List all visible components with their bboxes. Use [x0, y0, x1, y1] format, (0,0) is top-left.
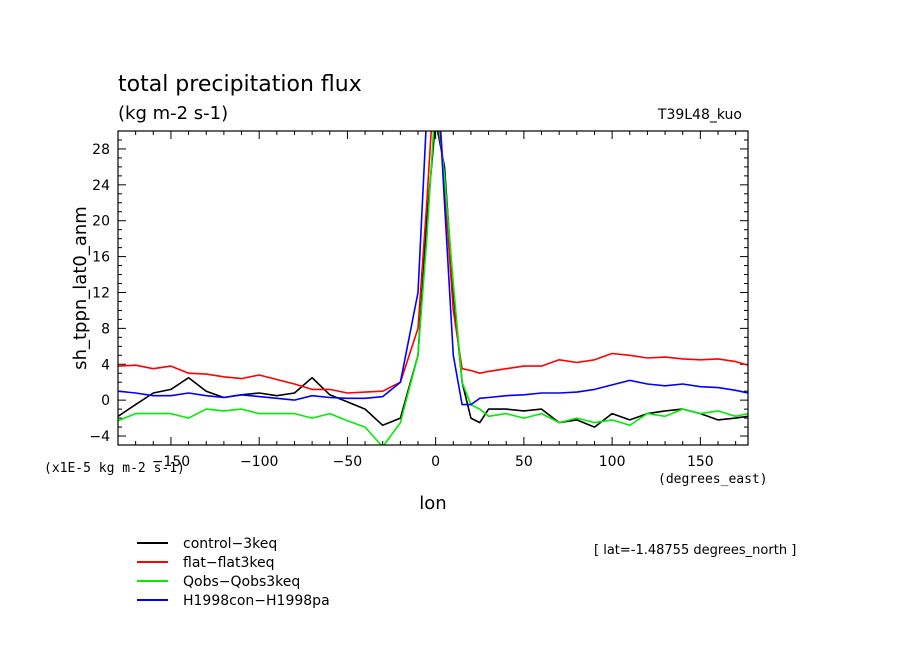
- legend-label: control−3keq: [183, 536, 277, 552]
- y-tick-label: 12: [92, 285, 110, 301]
- y-scale-note: (x1E-5 kg m-2 s-1): [44, 461, 185, 476]
- y-tick-labels: −4 0 4 8 12 16 20 24 28: [89, 142, 110, 445]
- chart-title: total precipitation flux: [118, 72, 362, 97]
- x-tick-label: 50: [515, 454, 533, 470]
- y-tick-label: −4: [89, 429, 110, 445]
- legend: control−3keq flat−flat3keq Qobs−Qobs3keq H1…: [137, 536, 330, 609]
- axis-ticks: [117, 130, 748, 446]
- chart-subtitle: (kg m-2 s-1): [118, 103, 228, 124]
- series-line-1: [118, 131, 748, 428]
- series-line-4: [118, 131, 748, 406]
- y-axis-label: sh_tppn_lat0_anm: [70, 206, 91, 370]
- legend-label: H1998con−H1998pa: [183, 593, 330, 609]
- x-units-label: (degrees_east): [658, 472, 768, 487]
- x-tick-label: −50: [333, 454, 363, 470]
- x-tick-labels: −150 −100 −50 0 50 100 150: [152, 454, 714, 470]
- series-line-3: [118, 131, 748, 445]
- x-tick-label: 0: [431, 454, 440, 470]
- y-tick-label: 24: [92, 178, 110, 194]
- x-tick-label: 100: [599, 454, 626, 470]
- y-tick-label: 8: [101, 321, 110, 337]
- y-tick-label: 16: [92, 250, 110, 266]
- x-tick-label: −150: [152, 454, 190, 470]
- model-label: T39L48_kuo: [657, 107, 742, 123]
- legend-label: Qobs−Qobs3keq: [183, 574, 300, 590]
- legend-label: flat−flat3keq: [183, 555, 275, 571]
- x-tick-label: −100: [240, 454, 278, 470]
- x-axis-label: lon: [419, 493, 446, 514]
- plot-frame: [117, 130, 749, 446]
- x-tick-label: 150: [687, 454, 714, 470]
- y-tick-label: 20: [92, 214, 110, 230]
- y-tick-label: 4: [101, 357, 110, 373]
- y-tick-label: 0: [101, 393, 110, 409]
- y-tick-label: 28: [92, 142, 110, 158]
- latitude-annotation: [ lat=-1.48755 degrees_north ]: [594, 543, 796, 558]
- series-layer: [118, 131, 748, 445]
